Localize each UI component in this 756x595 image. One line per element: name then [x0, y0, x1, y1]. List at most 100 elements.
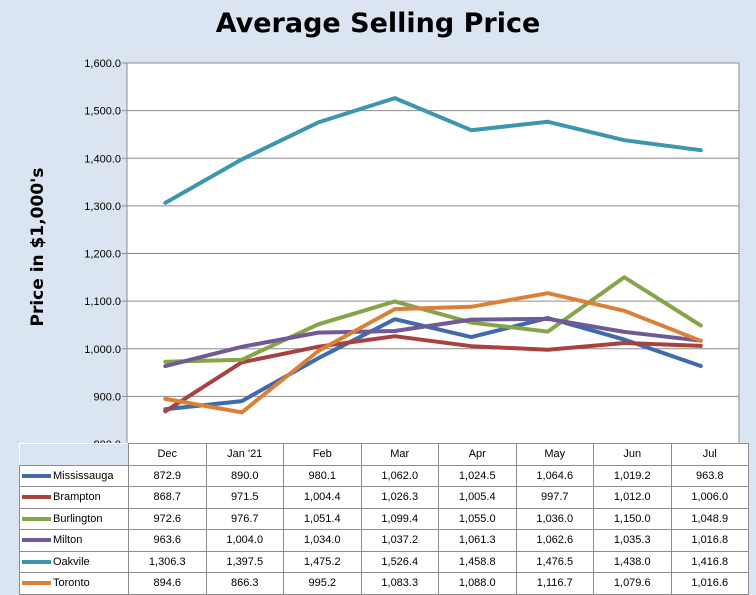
data-point: [240, 345, 244, 349]
data-label: 1,004.0: [205, 529, 284, 552]
x-tick-label: Jun: [593, 443, 672, 466]
data-label: 980.1: [283, 464, 362, 487]
data-point: [163, 364, 167, 368]
data-point: [393, 299, 397, 303]
data-point: [699, 323, 703, 327]
data-label: 1,005.4: [438, 486, 517, 509]
data-label: 995.2: [283, 572, 362, 595]
data-point: [546, 330, 550, 334]
data-label: 1,016.6: [670, 572, 749, 595]
legend-swatch: [22, 495, 51, 500]
series-line-milton: [163, 316, 703, 369]
table-corner: [19, 443, 129, 466]
data-point: [546, 291, 550, 295]
data-label: 1,099.4: [360, 507, 439, 530]
legend-entry: Mississauga: [19, 464, 129, 487]
data-label: 1,012.0: [593, 486, 672, 509]
data-point: [163, 360, 167, 364]
data-point: [240, 358, 244, 362]
data-label: 1,062.0: [360, 464, 439, 487]
data-label: 1,526.4: [360, 550, 439, 573]
data-point: [393, 96, 397, 100]
data-point: [546, 120, 550, 124]
data-point: [316, 345, 320, 349]
data-point: [469, 318, 473, 322]
data-label: 1,062.6: [515, 529, 594, 552]
data-point: [469, 335, 473, 339]
data-label: 866.3: [205, 572, 284, 595]
data-point: [469, 128, 473, 132]
table-row: Mississauga 872.9 890.0 980.1 1,062.0 1,024.5…: [19, 464, 749, 487]
legend-entry: Oakvile: [19, 550, 129, 573]
y-tick-label: 1,200.0: [84, 249, 121, 261]
data-label: 1,006.0: [670, 486, 749, 509]
data-label: 971.5: [205, 486, 284, 509]
data-label: 963.8: [670, 464, 749, 487]
data-label: 1,438.0: [593, 550, 672, 573]
data-label: 1,061.3: [438, 529, 517, 552]
data-point: [699, 344, 703, 348]
data-point: [316, 349, 320, 353]
series-line-toronto: [163, 291, 703, 415]
table-row: Oakvile 1,306.3 1,397.5 1,475.2 1,526.4 1,458…: [19, 550, 749, 573]
data-table: Dec Jan '21 Feb Mar Apr May Jun Jul Mississauga…: [19, 443, 749, 595]
series-line-oakvile: [163, 96, 703, 205]
data-label: 1,016.8: [670, 529, 749, 552]
data-label: 868.7: [128, 486, 207, 509]
x-tick-label: May: [515, 443, 594, 466]
data-label: 894.6: [128, 572, 207, 595]
data-label: 1,055.0: [438, 507, 517, 530]
data-point: [699, 339, 703, 343]
data-label: 1,019.2: [593, 464, 672, 487]
data-point: [546, 317, 550, 321]
data-point: [469, 321, 473, 325]
legend-swatch: [22, 538, 51, 543]
data-point: [393, 317, 397, 321]
x-tick-label: Jul: [670, 443, 749, 466]
data-point: [163, 397, 167, 401]
data-label: 1,079.6: [593, 572, 672, 595]
data-point: [240, 157, 244, 161]
data-point: [546, 348, 550, 352]
legend-swatch: [22, 559, 51, 564]
data-label: 972.6: [128, 507, 207, 530]
series-name: Burlington: [53, 512, 103, 525]
data-label: 1,064.6: [515, 464, 594, 487]
table-row: Brampton 868.7 971.5 1,004.4 1,026.3 1,005.4 9…: [19, 486, 749, 509]
data-label: 1,051.4: [283, 507, 362, 530]
chart-title: Average Selling Price: [215, 8, 541, 39]
data-point: [316, 322, 320, 326]
data-label: 1,088.0: [438, 572, 517, 595]
data-point: [622, 341, 626, 345]
data-label: 1,416.8: [670, 550, 749, 573]
y-tick-label: 1,600.0: [84, 58, 121, 70]
y-tick-label: 900.0: [93, 391, 121, 403]
data-label: 1,475.2: [283, 550, 362, 573]
legend-swatch: [22, 581, 51, 586]
legend-entry: Brampton: [19, 486, 129, 509]
legend-entry: Milton: [19, 529, 129, 552]
data-point: [469, 305, 473, 309]
data-label: 1,476.5: [515, 550, 594, 573]
y-tick-label: 1,400.0: [84, 153, 121, 165]
data-point: [316, 356, 320, 360]
data-label: 1,036.0: [515, 507, 594, 530]
data-label: 872.9: [128, 464, 207, 487]
data-label: 1,026.3: [360, 486, 439, 509]
data-point: [316, 120, 320, 124]
table-row: Toronto 894.6 866.3 995.2 1,083.3 1,088.0 1,11…: [19, 572, 749, 595]
data-point: [699, 148, 703, 152]
series-name: Toronto: [53, 577, 90, 590]
data-label: 1,397.5: [205, 550, 284, 573]
data-point: [469, 344, 473, 348]
data-point: [393, 334, 397, 338]
table-row: Burlington 972.6 976.7 1,051.4 1,099.4 1,055.…: [19, 507, 749, 530]
data-point: [163, 409, 167, 413]
data-label: 1,024.5: [438, 464, 517, 487]
x-tick-label: Feb: [283, 443, 362, 466]
data-point: [699, 364, 703, 368]
data-label: 1,037.2: [360, 529, 439, 552]
series-line-mississauga: [163, 316, 703, 412]
series-name: Milton: [53, 534, 83, 547]
y-tick-label: 1,100.0: [84, 296, 121, 308]
